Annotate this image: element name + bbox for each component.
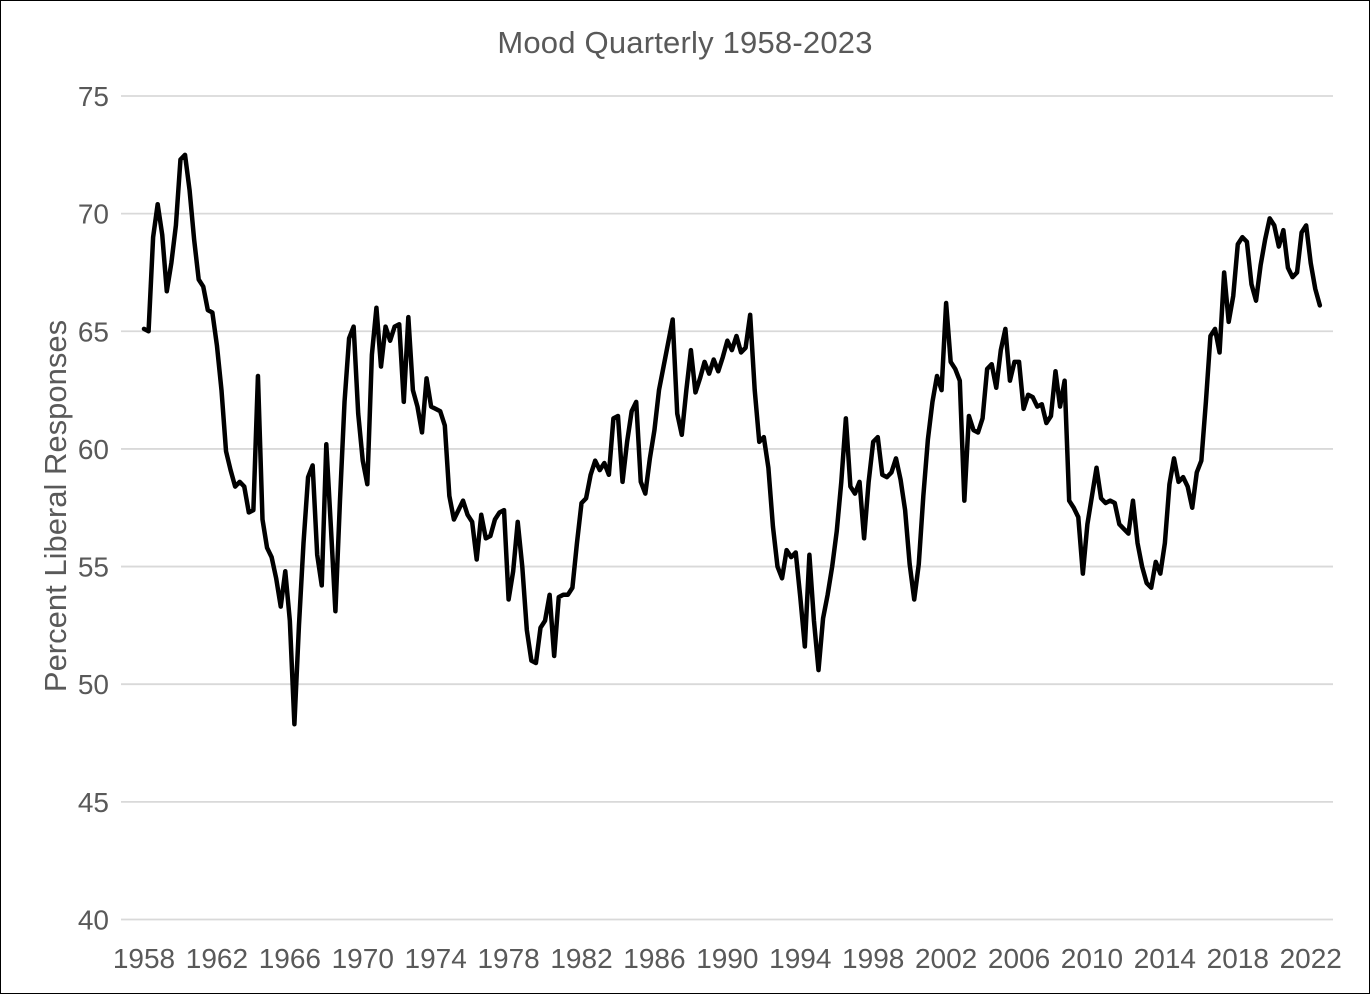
chart-title: Mood Quarterly 1958-2023 bbox=[497, 25, 873, 60]
x-tick-label-2018: 2018 bbox=[1207, 943, 1269, 974]
x-tick-label-2014: 2014 bbox=[1134, 943, 1196, 974]
x-tick-label-1986: 1986 bbox=[623, 943, 685, 974]
mood-series-line bbox=[141, 152, 1323, 727]
y-tick-label-50: 50 bbox=[78, 669, 109, 700]
y-tick-label-65: 65 bbox=[78, 316, 109, 347]
x-tick-label-2010: 2010 bbox=[1061, 943, 1123, 974]
y-axis-title: Percent Liberal Responses bbox=[38, 319, 73, 693]
y-tick-label-60: 60 bbox=[78, 434, 109, 465]
x-tick-label-1990: 1990 bbox=[696, 943, 758, 974]
x-tick-label-2006: 2006 bbox=[988, 943, 1050, 974]
x-tick-label-1962: 1962 bbox=[186, 943, 248, 974]
x-tick-label-1994: 1994 bbox=[769, 943, 831, 974]
x-tick-label-1982: 1982 bbox=[550, 943, 612, 974]
x-tick-label-1966: 1966 bbox=[259, 943, 321, 974]
x-tick-label-1970: 1970 bbox=[332, 943, 394, 974]
x-tick-label-1978: 1978 bbox=[477, 943, 539, 974]
x-tick-label-2022: 2022 bbox=[1280, 943, 1342, 974]
y-tick-label-45: 45 bbox=[78, 787, 109, 818]
y-tick-label-55: 55 bbox=[78, 552, 109, 583]
x-tick-label-1974: 1974 bbox=[405, 943, 467, 974]
x-tick-label-1958: 1958 bbox=[113, 943, 175, 974]
y-tick-label-40: 40 bbox=[78, 904, 109, 935]
x-tick-label-2002: 2002 bbox=[915, 943, 977, 974]
y-tick-label-70: 70 bbox=[78, 199, 109, 230]
y-tick-label-75: 75 bbox=[78, 81, 109, 112]
x-tick-label-1998: 1998 bbox=[842, 943, 904, 974]
